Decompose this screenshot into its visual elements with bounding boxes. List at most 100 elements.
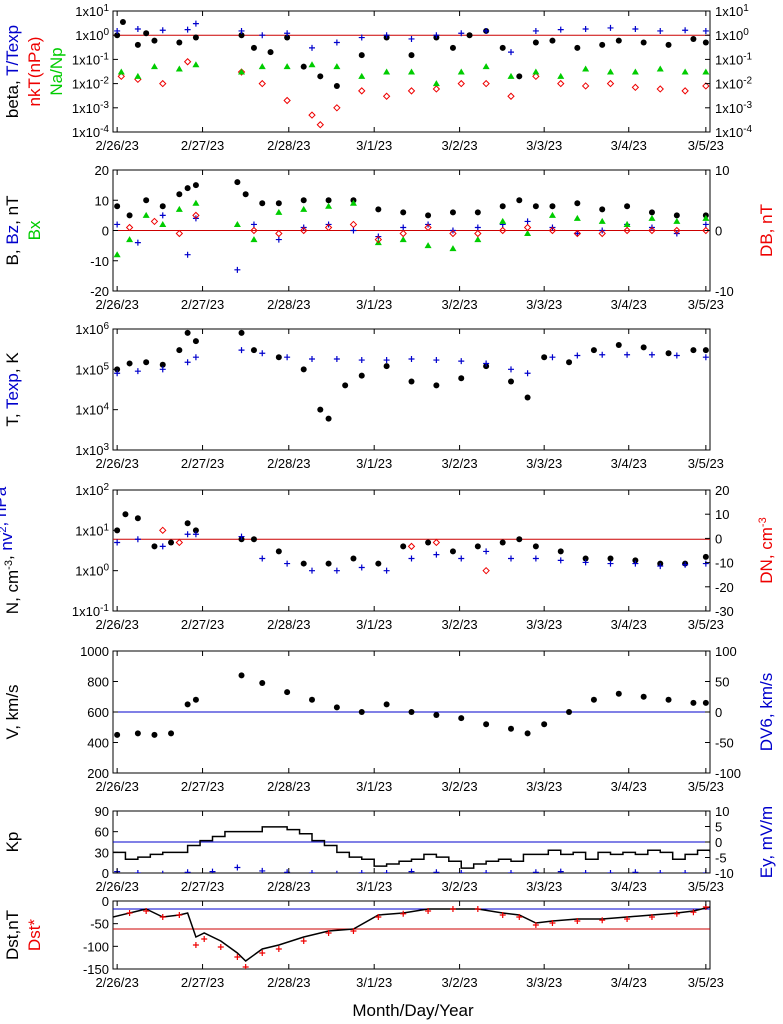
data-point — [466, 32, 473, 39]
data-point — [259, 555, 266, 562]
data-point — [176, 191, 183, 198]
y-tick-label-right: -30 — [715, 604, 734, 619]
data-point — [449, 229, 457, 238]
x-tick-label: 3/2/23 — [442, 617, 478, 632]
y-axis-label-2: nkT(nPa) — [25, 37, 44, 107]
data-point — [250, 44, 257, 51]
y-tick-label-right: 1x101 — [715, 3, 749, 19]
data-point — [300, 197, 307, 204]
x-tick-label: 3/1/23 — [356, 297, 392, 312]
data-point — [159, 79, 167, 88]
data-point — [151, 37, 158, 44]
y-tick-label: 1x101 — [75, 3, 109, 19]
data-point — [673, 352, 680, 359]
data-point — [209, 868, 216, 873]
x-tick-label: 3/4/23 — [611, 297, 647, 312]
y-tick-label: 1x100 — [75, 563, 109, 579]
y-axis-label-2: Bx — [25, 220, 44, 240]
y-tick-label: 1x104 — [75, 402, 109, 418]
data-point — [483, 360, 490, 367]
x-tick-label: 2/28/23 — [267, 879, 310, 894]
data-point — [702, 347, 709, 354]
data-point — [238, 672, 245, 679]
data-point — [532, 72, 540, 81]
data-point — [134, 368, 141, 375]
data-point — [284, 560, 291, 567]
data-point — [648, 226, 656, 235]
data-point — [483, 721, 490, 728]
x-tick-label: 2/26/23 — [95, 456, 138, 471]
data-point — [114, 731, 121, 738]
data-point — [175, 229, 184, 238]
data-point — [408, 709, 415, 715]
data-point — [309, 567, 315, 574]
data-point — [358, 52, 365, 59]
series-kp — [113, 826, 710, 869]
data-point — [557, 868, 564, 873]
y-tick-label-right: 1x10-2 — [715, 76, 753, 92]
x-tick-label: 3/4/23 — [611, 456, 647, 471]
data-point — [192, 61, 200, 68]
data-point — [573, 229, 582, 238]
series-ey — [114, 864, 709, 873]
data-point — [301, 802, 307, 808]
y-tick-label-right: 10 — [715, 507, 729, 522]
y-tick-label-right: -10 — [715, 866, 734, 881]
data-point — [284, 689, 291, 696]
x-tick-label: 2/27/23 — [181, 138, 224, 153]
series-beta — [114, 19, 709, 89]
x-tick-label: 2/26/23 — [95, 879, 138, 894]
panels-layer: 2/26/23 2/27/23 2/28/23 3/1/23 3/2/23 3/3/23 3… — [0, 3, 776, 990]
y-tick-label: 1x10-1 — [72, 51, 110, 67]
data-point — [159, 914, 166, 920]
panel-beta: 2/26/23 2/27/23 2/28/23 3/1/23 3/2/23 3/3/23 3… — [3, 3, 753, 153]
data-point — [632, 557, 639, 564]
x-tick-label: 3/5/23 — [688, 297, 724, 312]
data-point — [192, 20, 199, 27]
data-point — [375, 807, 381, 813]
x-tick-label: 3/5/23 — [688, 975, 724, 990]
data-point — [350, 555, 357, 562]
y-tick-label: 1000 — [80, 644, 109, 659]
data-point — [690, 347, 697, 354]
y-axis-label-right: DN, cm-3 — [757, 517, 776, 583]
x-tick-label: 2/28/23 — [267, 456, 310, 471]
y-tick-label: 1x10-3 — [72, 100, 110, 116]
data-point — [408, 52, 415, 59]
data-point — [192, 34, 199, 41]
data-point — [557, 26, 564, 33]
data-point — [239, 807, 245, 813]
data-point — [234, 266, 241, 273]
data-point — [349, 220, 358, 229]
x-tick-label: 2/27/23 — [181, 879, 224, 894]
data-point — [681, 68, 689, 75]
data-point — [317, 406, 324, 413]
panel-b: 2/26/23 2/27/23 2/28/23 3/1/23 3/2/23 3/3/23 3… — [3, 163, 776, 312]
data-point — [217, 944, 224, 950]
x-tick-label: 2/28/23 — [267, 617, 310, 632]
data-point — [258, 63, 266, 70]
y-axis-label-right: DB, nT — [757, 204, 776, 257]
data-point — [349, 199, 357, 206]
data-point — [483, 27, 490, 34]
y-tick-label-right: -5 — [715, 851, 727, 866]
data-point — [574, 200, 581, 207]
data-point — [275, 236, 282, 243]
data-point — [474, 906, 481, 912]
data-point — [175, 538, 184, 547]
data-point — [690, 805, 696, 811]
data-point — [607, 870, 614, 873]
data-point — [238, 32, 245, 39]
data-point — [122, 511, 129, 518]
data-point — [250, 536, 257, 543]
data-point — [114, 203, 121, 210]
series-bx — [113, 199, 710, 258]
data-point — [549, 354, 556, 361]
data-point — [159, 212, 166, 219]
y-tick-label-right: 20 — [715, 483, 729, 498]
data-point — [525, 804, 531, 810]
data-point — [151, 804, 157, 810]
x-tick-label: 3/1/23 — [356, 617, 392, 632]
data-point — [383, 567, 390, 574]
data-point — [624, 203, 631, 210]
